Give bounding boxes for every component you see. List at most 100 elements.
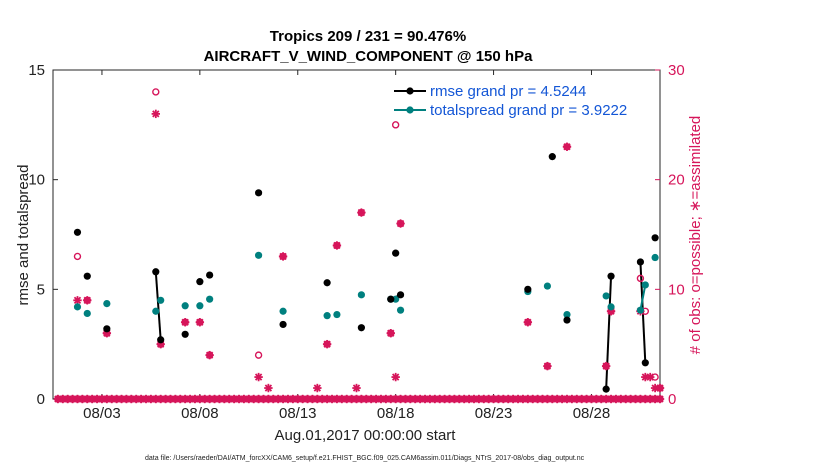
rmse-point bbox=[392, 249, 400, 257]
legend-label-rmse: rmse grand pr = 4.5244 bbox=[430, 83, 586, 100]
spread-point bbox=[152, 307, 160, 315]
x-axis: 08/03 08/08 08/13 08/18 08/23 08/28 bbox=[83, 70, 610, 422]
assimilated-obs-marker bbox=[357, 208, 366, 217]
legend: rmse grand pr = 4.5244 totalspread grand… bbox=[394, 83, 627, 119]
x-tick-label: 08/03 bbox=[83, 405, 121, 422]
rmse-point bbox=[196, 278, 204, 286]
spread-point bbox=[323, 312, 331, 320]
rmse-point bbox=[73, 228, 82, 236]
x-tick-label: 08/23 bbox=[475, 405, 513, 422]
rmse-point bbox=[602, 385, 610, 393]
rmse-point bbox=[279, 320, 287, 329]
rmse-point bbox=[206, 271, 214, 279]
rmse-point bbox=[83, 272, 91, 280]
assimilated-obs-marker bbox=[180, 318, 190, 327]
assimilated-obs-marker bbox=[205, 350, 214, 360]
spread-point bbox=[651, 253, 659, 262]
legend-marker-spread bbox=[406, 106, 414, 114]
rmse-point bbox=[396, 291, 405, 299]
rmse-point bbox=[548, 153, 556, 161]
y-tick-label: 10 bbox=[28, 172, 45, 189]
assimilated-obs-marker bbox=[391, 372, 400, 382]
x-tick-label: 08/08 bbox=[181, 405, 219, 422]
zero-obs-assimilated-marker bbox=[655, 394, 665, 404]
assimilated-obs-marker bbox=[352, 383, 361, 393]
rmse-point bbox=[152, 268, 160, 276]
y-axis-right: 0 10 20 30 bbox=[655, 62, 685, 408]
spread-point bbox=[103, 299, 111, 308]
plot-area bbox=[52, 69, 661, 400]
assimilated-obs-marker bbox=[278, 252, 288, 261]
spread-point bbox=[196, 302, 204, 310]
legend-marker-rmse bbox=[406, 87, 414, 95]
assimilated-obs-marker bbox=[83, 296, 92, 305]
rmse-point bbox=[636, 258, 645, 266]
spread-point bbox=[607, 303, 615, 311]
spread-point bbox=[563, 310, 571, 319]
assimilated-obs-marker bbox=[332, 241, 342, 250]
y-tick-label: 5 bbox=[37, 281, 45, 298]
possible-obs-marker bbox=[391, 121, 400, 129]
assimilated-obs-marker bbox=[646, 372, 655, 382]
rmse-point bbox=[323, 279, 331, 287]
possible-obs-marker bbox=[152, 88, 160, 96]
spread-point bbox=[83, 309, 91, 318]
y-tick-label-right: 30 bbox=[668, 62, 685, 79]
chart-subtitle: AIRCRAFT_V_WIND_COMPONENT @ 150 hPa bbox=[204, 48, 534, 65]
assimilated-obs-marker bbox=[254, 372, 263, 382]
spread-point bbox=[181, 302, 189, 310]
y-axis-label-right: # of obs: o=possible; ∗=assimilated bbox=[687, 116, 704, 355]
x-tick-label: 08/13 bbox=[279, 405, 317, 422]
assimilated-obs-marker bbox=[264, 383, 273, 393]
rmse-point bbox=[157, 336, 165, 344]
assimilated-obs-marker bbox=[322, 339, 332, 349]
y-tick-label-right: 20 bbox=[668, 172, 685, 189]
rmse-point bbox=[524, 285, 532, 293]
rmse-markers bbox=[73, 153, 659, 393]
spread-point bbox=[543, 282, 552, 290]
assimilated-obs-marker bbox=[396, 219, 405, 228]
rmse-point bbox=[254, 189, 263, 197]
rmse-point bbox=[103, 325, 111, 333]
possible-obs-marker bbox=[636, 274, 645, 283]
rmse-point bbox=[387, 295, 395, 303]
assimilated-obs-marker bbox=[386, 329, 395, 338]
assimilated-obs-marker bbox=[543, 361, 552, 371]
rmse-point bbox=[641, 359, 649, 367]
assimilated-obs-marker bbox=[151, 109, 160, 119]
rmse-point bbox=[357, 324, 365, 332]
assimilated-obs-marker bbox=[313, 383, 322, 393]
spread-line-segment bbox=[639, 284, 647, 311]
spread-point bbox=[636, 306, 645, 314]
assimilated-obs-marker bbox=[601, 361, 611, 371]
x-tick-label: 08/28 bbox=[573, 405, 611, 422]
rmse-point bbox=[181, 330, 189, 338]
assimilated-obs-marker bbox=[73, 296, 82, 305]
rmse-point bbox=[563, 316, 571, 324]
legend-label-spread: totalspread grand pr = 3.9222 bbox=[430, 102, 627, 119]
y-axis-label-left: rmse and totalspread bbox=[15, 165, 32, 306]
assimilated-obs-marker bbox=[523, 318, 533, 327]
spread-point bbox=[333, 310, 341, 319]
spread-point bbox=[602, 292, 610, 300]
y-tick-label: 15 bbox=[28, 62, 45, 79]
x-tick-label: 08/18 bbox=[377, 405, 415, 422]
spread-point bbox=[157, 296, 165, 304]
assimilated-obs-marker bbox=[562, 142, 572, 151]
rmse-line-segment bbox=[605, 276, 613, 390]
rmse-line-segment bbox=[154, 271, 162, 340]
spread-point bbox=[279, 307, 287, 315]
possible-obs-marker bbox=[73, 252, 82, 261]
spread-point bbox=[73, 303, 82, 311]
spread-point bbox=[254, 251, 263, 259]
y-tick-label-right: 10 bbox=[668, 281, 685, 298]
obs-markers bbox=[53, 88, 665, 404]
spread-point bbox=[641, 281, 649, 289]
rmse-point bbox=[651, 234, 659, 242]
spread-point bbox=[206, 295, 214, 303]
rmse-point bbox=[607, 272, 615, 280]
assimilated-obs-marker bbox=[655, 383, 665, 393]
chart-title: Tropics 209 / 231 = 90.476% bbox=[270, 28, 466, 45]
y-tick-label: 0 bbox=[37, 391, 45, 408]
